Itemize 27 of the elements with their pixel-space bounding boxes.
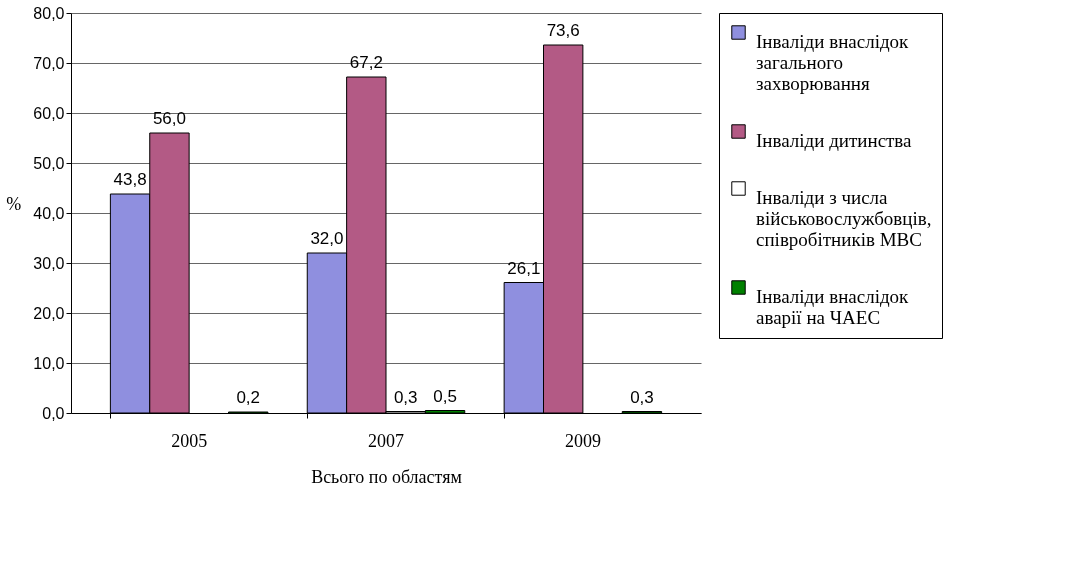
y-tick-label: 50,0: [33, 154, 65, 172]
y-tick-label: 60,0: [33, 104, 65, 122]
x-tick-label: 2009: [564, 430, 601, 451]
y-tick-label: 70,0: [33, 54, 65, 72]
x-tick-label: 2007: [368, 430, 404, 451]
y-tick-label: 30,0: [33, 254, 65, 272]
legend-label: Інваліди з числа військовослужбовців, співробітників МВС: [756, 186, 932, 250]
data-label: 56,0: [152, 109, 186, 128]
data-label: 0,3: [393, 387, 418, 407]
legend-label: Інваліди внаслідок аварії на ЧАЕС: [756, 285, 910, 328]
x-axis-title: Всього по областям: [311, 466, 462, 487]
y-tick-label: 20,0: [33, 304, 65, 322]
y-tick-label: 80,0: [33, 4, 65, 22]
x-tick-label: 2005: [171, 430, 208, 451]
legend-label: Інваліди внаслідок загального захворювання: [756, 30, 910, 94]
y-tick-label: 0,0: [42, 404, 65, 422]
data-label: 0,2: [236, 388, 261, 407]
data-label: 0,3: [630, 387, 654, 407]
y-tick-label: 40,0: [33, 204, 65, 222]
y-tick-label: 10,0: [33, 354, 65, 372]
data-label: 32,0: [310, 229, 344, 248]
data-label: 0,5: [433, 386, 457, 406]
legend-label: Інваліди дитинства: [756, 129, 913, 151]
data-label: 43,8: [113, 170, 147, 189]
data-label: 26,1: [507, 258, 541, 278]
data-label: 73,6: [546, 21, 580, 40]
y-axis-title: %: [6, 193, 22, 214]
